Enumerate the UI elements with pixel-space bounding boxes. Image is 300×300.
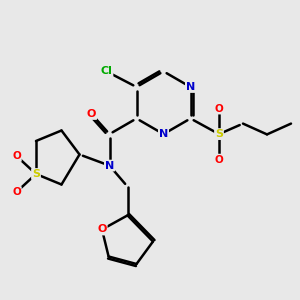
Text: O: O	[97, 224, 107, 235]
Text: O: O	[12, 187, 21, 197]
Text: O: O	[87, 109, 96, 119]
Text: N: N	[159, 129, 168, 139]
Text: S: S	[215, 129, 223, 139]
Text: O: O	[214, 154, 224, 165]
Text: O: O	[214, 103, 224, 114]
Text: S: S	[32, 169, 40, 179]
Text: N: N	[105, 160, 114, 171]
Text: N: N	[186, 82, 195, 92]
Text: Cl: Cl	[100, 66, 112, 76]
Text: O: O	[12, 151, 21, 161]
